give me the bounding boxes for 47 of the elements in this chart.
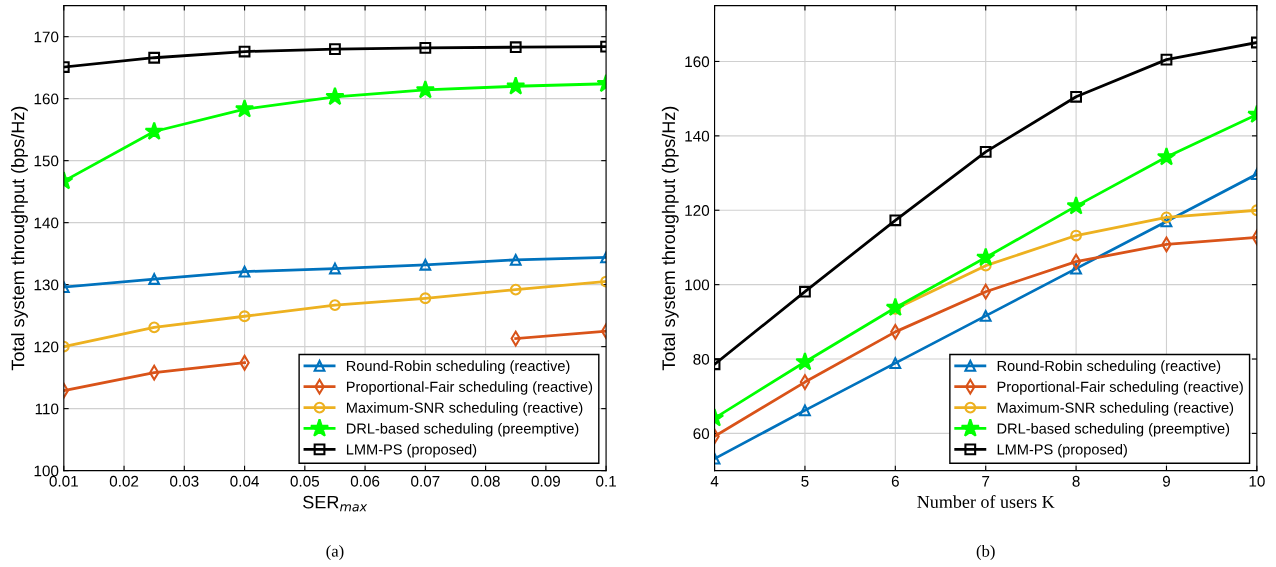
legend-label: LMM-PS (proposed) (997, 443, 1127, 458)
y-tick-label: 170 (34, 31, 59, 43)
x-tick-label: 0.01 (49, 475, 78, 487)
y-tick-label: 80 (693, 353, 710, 365)
y-tick-label: 150 (34, 155, 59, 167)
x-tick-label: 8 (1072, 475, 1080, 487)
y-tick-label: 100 (34, 465, 59, 477)
legend-label: Proportional-Fair scheduling (reactive) (997, 381, 1243, 395)
x-tick-label: 0.04 (230, 475, 259, 487)
x-tick-label: 0.06 (350, 475, 380, 487)
y-tick-label: 60 (693, 428, 710, 440)
y-tick-label: 110 (35, 403, 59, 415)
x-tick-label: 6 (891, 475, 899, 487)
x-axis-title: Number of users K (917, 495, 1055, 508)
y-tick-label: 120 (34, 341, 59, 353)
y-tick-label: 120 (685, 205, 710, 216)
x-tick-label: 0.09 (531, 475, 560, 487)
text: (b) (976, 545, 995, 561)
legend-label: Proportional-Fair scheduling (reactive) (346, 381, 593, 395)
text: (a) (326, 545, 344, 561)
legend-label: Round-Robin scheduling (reactive) (997, 360, 1221, 374)
x-tick-label: 10 (1249, 475, 1265, 487)
x-tick-label: 4 (710, 476, 719, 487)
x-tick-label: 0.07 (411, 475, 440, 487)
x-tick-label: 0.05 (290, 475, 320, 487)
y-tick-label: 160 (34, 93, 59, 105)
legend-label: Maximum-SNR scheduling (reactive) (346, 402, 583, 416)
x-tick-label: 7 (982, 476, 990, 487)
x-tick-label: 0.08 (471, 475, 500, 487)
legend-label: Round-Robin scheduling (reactive) (346, 360, 570, 374)
y-tick-label: 140 (685, 130, 710, 142)
y-tick-label: 130 (34, 279, 59, 291)
y-axis-title: Total system throughput (bps/Hz) (11, 106, 28, 371)
y-tick-label: 160 (685, 56, 710, 68)
legend-label: LMM-PS (proposed) (346, 443, 477, 458)
x-tick-label: 0.02 (109, 475, 139, 487)
x-tick-label: 9 (1162, 475, 1170, 487)
x-axis-title: SER$_{max}$ (303, 495, 368, 512)
x-tick-label: 0.03 (170, 475, 199, 487)
x-tick-label: 5 (801, 476, 809, 487)
legend-label: DRL-based scheduling (preemptive) (997, 423, 1230, 437)
x-tick-label: 0.1 (596, 475, 616, 487)
legend-label: DRL-based scheduling (preemptive) (346, 423, 579, 437)
y-tick-label: 140 (34, 217, 59, 229)
y-tick-label: 100 (685, 279, 710, 291)
y-axis-title: Total system throughput (bps/Hz) (661, 106, 679, 371)
legend-label: Maximum-SNR scheduling (reactive) (997, 402, 1234, 416)
